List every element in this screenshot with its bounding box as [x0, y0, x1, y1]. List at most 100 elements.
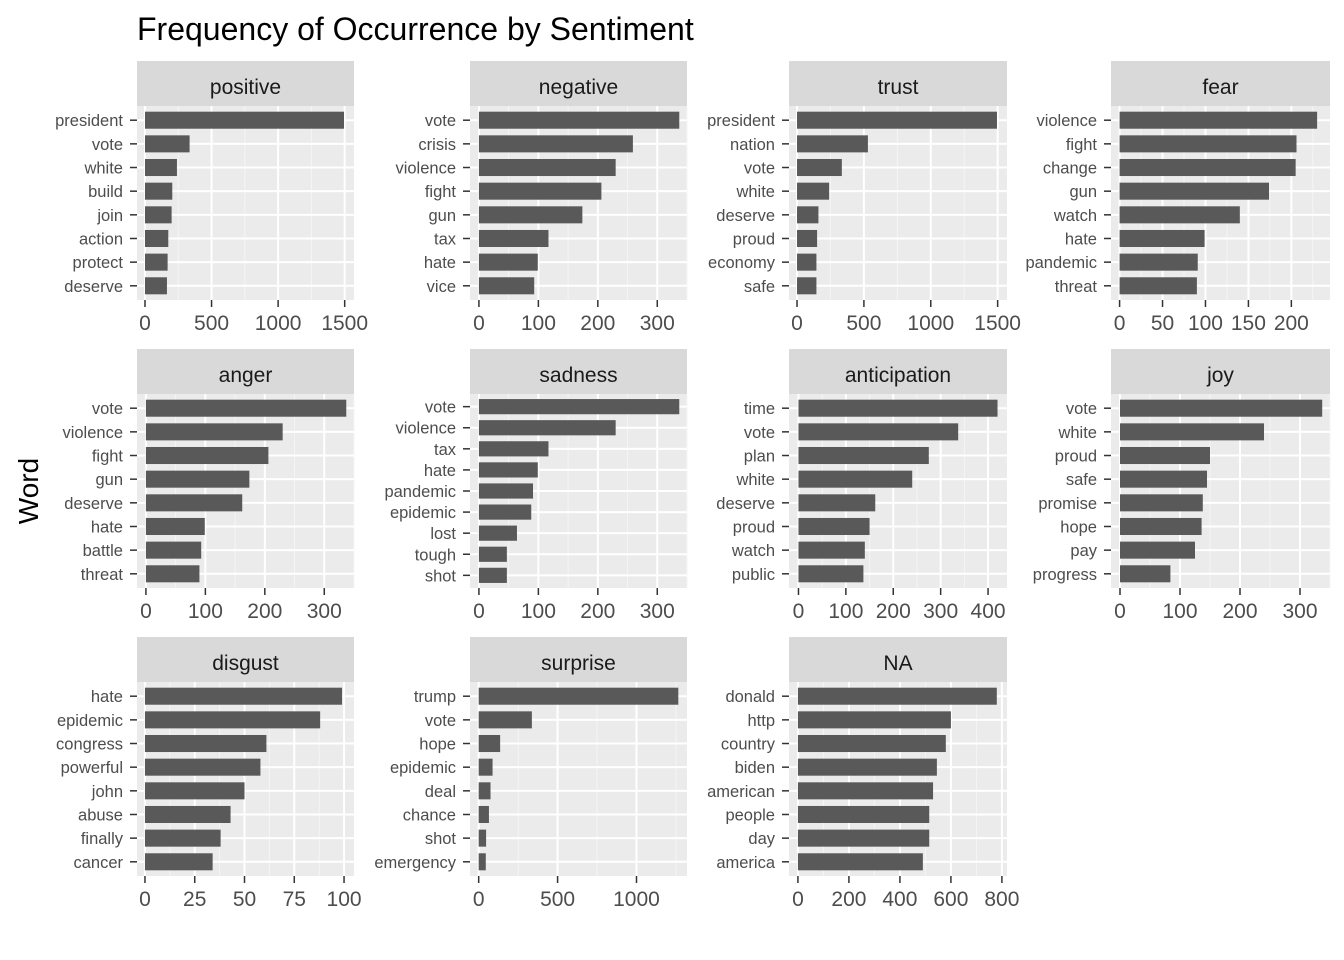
category-label: tough: [415, 546, 456, 564]
x-tick-label: 300: [640, 600, 675, 623]
category-label: watch: [1053, 207, 1097, 225]
x-tick-label: 0: [139, 888, 151, 911]
x-tick-label: 100: [188, 600, 223, 623]
bar-joy-hope: [1120, 517, 1202, 536]
category-label: white: [735, 183, 775, 201]
category-label: donald: [725, 688, 775, 706]
bar-positive-deserve: [144, 277, 167, 295]
category-label: deal: [425, 783, 456, 801]
facets-layer: positive president vote white build join actio…: [55, 61, 1331, 911]
category-label: safe: [1066, 471, 1097, 489]
facet-strip-label: positive: [210, 76, 281, 99]
facet-fear: fear violence fight change gun watch hate pande…: [1025, 61, 1330, 335]
facet-strip: [789, 61, 1007, 106]
bar-negative-hate: [478, 253, 538, 271]
bar-joy-proud: [1120, 446, 1210, 465]
category-label: chance: [403, 806, 456, 824]
x-tick-label: 1500: [321, 312, 368, 335]
bar-anticipation-time: [798, 399, 998, 417]
bar-joy-promise: [1120, 494, 1203, 512]
category-label: cancer: [73, 854, 123, 872]
x-tick-label: 400: [882, 888, 917, 911]
x-tick-label: 1000: [907, 312, 954, 335]
x-tick-label: 500: [540, 888, 575, 911]
x-tick-label: 25: [183, 888, 206, 911]
bar-na-country: [797, 734, 946, 753]
bar-surprise-deal: [478, 782, 491, 800]
category-label: safe: [744, 278, 775, 296]
category-label: hate: [91, 688, 123, 706]
x-tick-label: 500: [846, 312, 881, 335]
category-label: country: [721, 736, 776, 754]
category-label: hate: [91, 518, 123, 536]
x-tick-label: 0: [473, 312, 485, 335]
x-tick-label: 0: [792, 888, 804, 911]
bar-disgust-finally: [144, 829, 221, 847]
x-tick-label: 0: [1114, 312, 1126, 335]
category-label: deserve: [716, 207, 775, 225]
bar-negative-gun: [478, 206, 583, 224]
category-label: deserve: [64, 495, 123, 513]
facet-strip: [789, 349, 1007, 394]
bar-joy-vote: [1120, 399, 1323, 417]
x-tick-label: 300: [923, 600, 958, 623]
bar-joy-safe: [1120, 470, 1207, 488]
facet-strip: [137, 61, 354, 106]
category-label: abuse: [78, 806, 123, 824]
bar-negative-violence: [478, 158, 616, 177]
bar-surprise-hope: [478, 734, 501, 753]
facet-strip: [1111, 349, 1330, 394]
x-tick-label: 0: [140, 600, 152, 623]
bar-negative-vice: [478, 277, 535, 295]
bar-positive-white: [144, 158, 177, 177]
bar-sadness-violence: [478, 420, 616, 436]
facet-disgust: disgust hate epidemic congress powerful john a…: [56, 637, 362, 911]
x-tick-label: 50: [233, 888, 256, 911]
bar-sadness-tough: [478, 546, 507, 562]
facet-panel: [470, 106, 687, 300]
category-label: violence: [395, 420, 456, 438]
category-label: progress: [1033, 566, 1097, 584]
category-label: day: [748, 830, 775, 848]
bar-anticipation-vote: [798, 423, 959, 441]
bar-disgust-john: [144, 782, 245, 800]
bar-surprise-trump: [478, 687, 679, 705]
x-tick-label: 400: [971, 600, 1006, 623]
category-label: threat: [1055, 278, 1098, 296]
bar-anticipation-white: [798, 470, 913, 488]
category-label: fight: [425, 183, 457, 201]
category-label: biden: [735, 759, 775, 777]
category-label: trump: [414, 688, 456, 706]
bar-fear-pandemic: [1119, 253, 1198, 271]
category-label: white: [735, 471, 775, 489]
bar-surprise-chance: [478, 805, 489, 824]
category-label: watch: [731, 542, 775, 560]
category-label: lost: [430, 525, 456, 543]
x-tick-label: 600: [933, 888, 968, 911]
facet-panel: [137, 394, 354, 588]
x-tick-label: 1500: [974, 312, 1021, 335]
category-label: america: [716, 854, 776, 872]
bar-na-day: [797, 829, 930, 847]
x-tick-label: 100: [1162, 600, 1197, 623]
category-label: white: [83, 160, 123, 178]
bar-fear-hate: [1119, 229, 1205, 248]
category-label: vote: [744, 424, 775, 442]
category-label: vice: [427, 278, 456, 296]
bar-positive-join: [144, 206, 172, 224]
x-tick-label: 200: [580, 312, 615, 335]
category-label: congress: [56, 736, 123, 754]
category-label: vote: [92, 136, 123, 154]
bar-disgust-cancer: [144, 853, 213, 871]
category-label: vote: [744, 160, 775, 178]
x-tick-label: 800: [984, 888, 1019, 911]
facet-strip: [470, 349, 687, 394]
category-label: proud: [1055, 448, 1097, 466]
x-tick-label: 500: [194, 312, 229, 335]
category-label: build: [88, 183, 123, 201]
x-tick-label: 0: [473, 600, 485, 623]
facet-strip-label: trust: [878, 76, 919, 99]
x-tick-label: 0: [1114, 600, 1126, 623]
bar-positive-president: [144, 111, 345, 129]
